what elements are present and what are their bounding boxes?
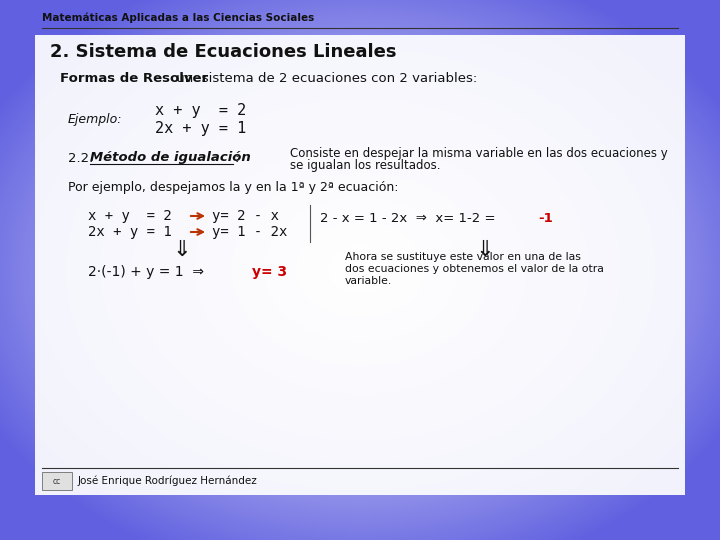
Text: 2x + y = 1: 2x + y = 1 [155, 120, 246, 136]
Text: 2x + y = 1: 2x + y = 1 [88, 225, 172, 239]
Text: Matemáticas Aplicadas a las Ciencias Sociales: Matemáticas Aplicadas a las Ciencias Soc… [42, 13, 314, 23]
Text: José Enrique Rodríguez Hernández: José Enrique Rodríguez Hernández [78, 476, 258, 486]
Text: 2·(-1) + y = 1  ⇒: 2·(-1) + y = 1 ⇒ [88, 265, 212, 279]
Text: cc: cc [53, 476, 61, 485]
Text: variable.: variable. [345, 276, 392, 286]
Bar [35, 35, 685, 495]
Text: 2. Sistema de Ecuaciones Lineales: 2. Sistema de Ecuaciones Lineales [50, 43, 397, 61]
Text: y= 3: y= 3 [252, 265, 287, 279]
Text: Consiste en despejar la misma variable en las dos ecuaciones y: Consiste en despejar la misma variable e… [290, 147, 667, 160]
Text: dos ecuaciones y obtenemos el valor de la otra: dos ecuaciones y obtenemos el valor de l… [345, 264, 604, 274]
Text: y= 2 - x: y= 2 - x [212, 209, 279, 223]
Text: 2.2.: 2.2. [68, 152, 97, 165]
Bar [42, 472, 72, 490]
Text: se igualan los resultados.: se igualan los resultados. [290, 159, 441, 172]
Text: Método de igualación: Método de igualación [90, 152, 251, 165]
Text: x + y  = 2: x + y = 2 [155, 103, 246, 118]
Text: y= 1 - 2x: y= 1 - 2x [212, 225, 287, 239]
Text: Ejemplo:: Ejemplo: [68, 113, 122, 126]
Text: -1: -1 [538, 212, 553, 225]
Text: ⇓: ⇓ [476, 240, 495, 260]
Text: Por ejemplo, despejamos la y en la 1ª y 2ª ecuación:: Por ejemplo, despejamos la y en la 1ª y … [68, 181, 398, 194]
Text: 2 - x = 1 - 2x  ⇒  x= 1-2 =: 2 - x = 1 - 2x ⇒ x= 1-2 = [320, 212, 500, 225]
Text: :: : [235, 152, 239, 165]
Text: ⇓: ⇓ [173, 240, 192, 260]
Text: Formas de Resolver: Formas de Resolver [60, 71, 208, 84]
Text: Ahora se sustituye este valor en una de las: Ahora se sustituye este valor en una de … [345, 252, 581, 262]
Text: un  sistema de 2 ecuaciones con 2 variables:: un sistema de 2 ecuaciones con 2 variabl… [172, 71, 477, 84]
Text: x + y  = 2: x + y = 2 [88, 209, 172, 223]
